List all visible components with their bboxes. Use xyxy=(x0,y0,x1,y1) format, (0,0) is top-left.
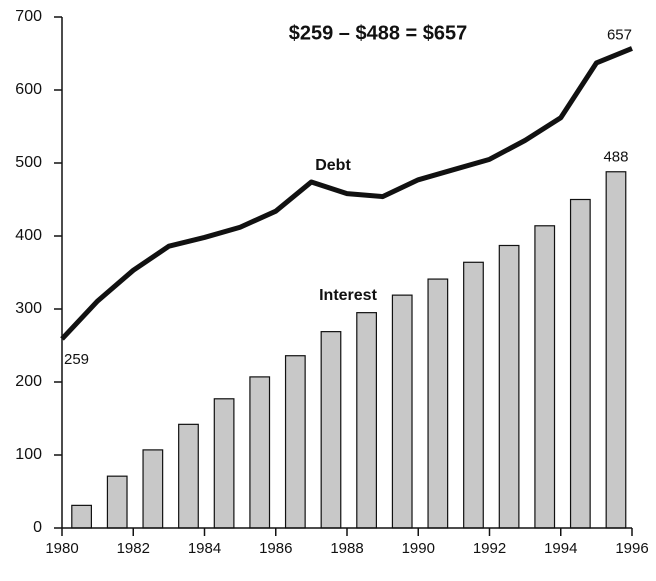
series-label: Interest xyxy=(319,287,377,304)
data-label: 259 xyxy=(64,351,89,368)
bar xyxy=(463,261,484,529)
bar xyxy=(391,294,413,529)
x-tick-label: 1986 xyxy=(259,540,292,557)
bar xyxy=(534,225,556,529)
y-tick-label: 600 xyxy=(15,81,42,98)
bar xyxy=(249,376,271,529)
x-tick-label: 1992 xyxy=(473,540,506,557)
data-label: 488 xyxy=(603,149,628,166)
bar xyxy=(427,278,449,529)
bar xyxy=(320,331,342,529)
bar xyxy=(142,449,164,529)
x-tick-label: 1990 xyxy=(402,540,435,557)
bar xyxy=(71,504,92,529)
debt-line xyxy=(60,46,633,341)
y-tick-label: 400 xyxy=(15,227,42,244)
x-tick-label: 1980 xyxy=(45,540,78,557)
y-tick-label: 200 xyxy=(15,373,42,390)
chart-title: $259 – $488 = $657 xyxy=(289,22,468,44)
bar xyxy=(569,198,591,529)
bar xyxy=(106,475,128,529)
bar xyxy=(284,355,306,529)
bar xyxy=(213,398,235,529)
x-tick-label: 1984 xyxy=(188,540,221,557)
series-label: Debt xyxy=(315,157,351,174)
bar xyxy=(178,423,199,529)
y-tick-label: 0 xyxy=(33,519,42,536)
y-tick-label: 700 xyxy=(15,8,42,25)
bar xyxy=(605,171,627,529)
x-tick-label: 1988 xyxy=(330,540,363,557)
bar xyxy=(498,244,520,529)
y-tick-label: 100 xyxy=(15,446,42,463)
bar xyxy=(356,312,377,529)
x-tick-label: 1982 xyxy=(117,540,150,557)
y-tick-label: 500 xyxy=(15,154,42,171)
data-label: 657 xyxy=(607,26,632,43)
y-tick-label: 300 xyxy=(15,300,42,317)
x-tick-label: 1994 xyxy=(544,540,577,557)
x-tick-label: 1996 xyxy=(615,540,648,557)
